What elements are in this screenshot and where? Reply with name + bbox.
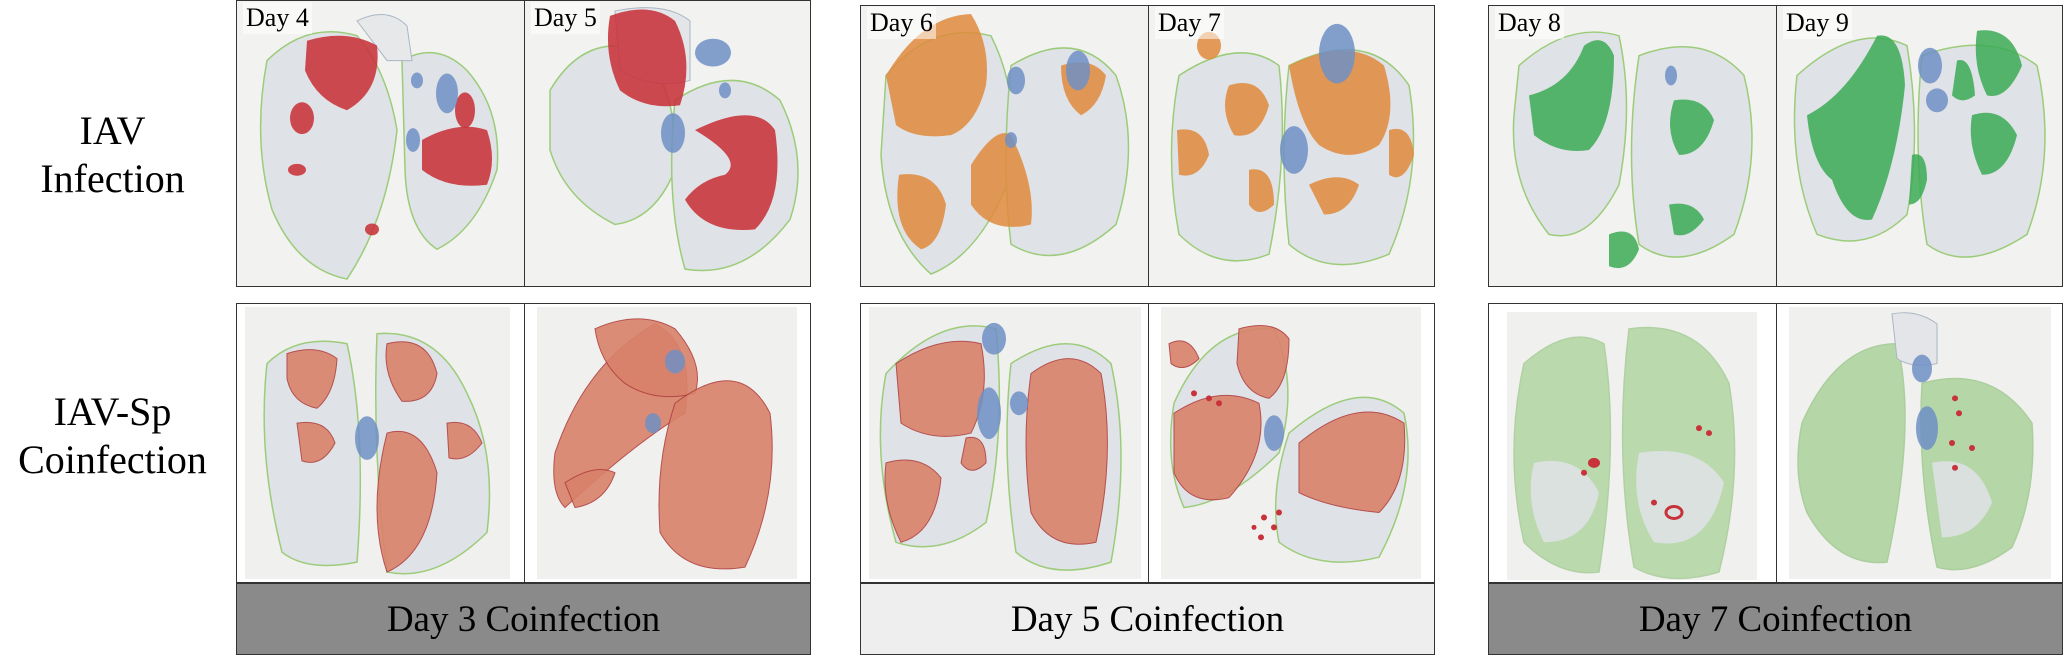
day-label: Day 7 — [1155, 7, 1224, 39]
panel-day6: Day 6 — [861, 6, 1148, 286]
lung-histology-coinfection — [537, 306, 797, 580]
footer-day5-coinfection: Day 5 Coinfection — [860, 583, 1435, 655]
panel-day7: Day 7 — [1148, 6, 1434, 286]
lung-histology-day4 — [259, 14, 499, 280]
panel-day5: Day 5 — [524, 1, 810, 286]
day-label: Day 4 — [243, 2, 312, 34]
lung-histology-coinfection — [869, 306, 1141, 580]
footer-label: Day 7 Coinfection — [1638, 598, 1913, 640]
day-label: Day 6 — [867, 7, 936, 39]
row-label-line: Infection — [40, 156, 185, 201]
lung-histology-coinfection — [1161, 306, 1421, 580]
footer-day7-coinfection: Day 7 Coinfection — [1488, 583, 2063, 655]
row-label-line: Coinfection — [18, 437, 207, 482]
footer-label: Day 5 Coinfection — [1010, 598, 1285, 640]
row-label-line: IAV — [79, 108, 146, 153]
lung-histology-coinfection — [1507, 311, 1757, 581]
group-day3-top: Day 4 Day 5 — [236, 0, 811, 287]
group-day7-top: Day 8 Day 9 — [1488, 5, 2063, 287]
panel-day8: Day 8 — [1489, 6, 1776, 286]
panel-day7-coinfection-b — [1776, 304, 2062, 582]
lung-histology-day5 — [549, 7, 799, 272]
group-day5-top: Day 6 Day 7 — [860, 5, 1435, 287]
day-label: Day 9 — [1783, 7, 1852, 39]
panel-day3-coinfection-a — [237, 304, 524, 582]
group-day3-bottom — [236, 303, 811, 583]
group-day7-bottom — [1488, 303, 2063, 583]
lung-histology-day9 — [1793, 30, 2046, 258]
row-label-line: IAV-Sp — [53, 389, 172, 434]
row-label-iav-infection: IAV Infection — [0, 107, 225, 203]
footer-day3-coinfection: Day 3 Coinfection — [236, 583, 811, 655]
panel-day7-coinfection-a — [1489, 304, 1776, 582]
day-label: Day 8 — [1495, 7, 1564, 39]
row-label-iav-sp-coinfection: IAV-Sp Coinfection — [0, 388, 225, 484]
lung-histology-day7 — [1170, 23, 1415, 266]
footer-label: Day 3 Coinfection — [386, 598, 661, 640]
panel-day3-coinfection-b — [524, 304, 810, 582]
panel-day9: Day 9 — [1776, 6, 2062, 286]
lung-histology-coinfection — [245, 306, 510, 580]
group-day5-bottom — [860, 303, 1435, 583]
panel-day5-coinfection-a — [861, 304, 1148, 582]
lung-histology-coinfection — [1789, 306, 2051, 580]
day-label: Day 5 — [531, 2, 600, 34]
lung-histology-day8 — [1512, 31, 1753, 269]
lung-histology-day6 — [880, 13, 1130, 275]
panel-day5-coinfection-b — [1148, 304, 1434, 582]
panel-day4: Day 4 — [237, 1, 524, 286]
